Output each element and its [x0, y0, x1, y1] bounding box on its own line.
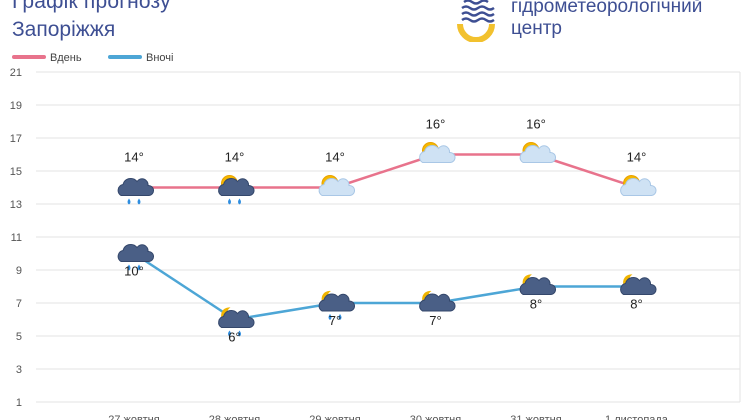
y-tick-label: 9 [16, 265, 22, 277]
x-tick-label: 28 жовтня [209, 414, 260, 420]
legend-label: Вночі [146, 52, 173, 64]
page-title: Графік прогнозу [12, 0, 171, 13]
raindrop-shape [238, 330, 241, 337]
organization-name-line1: гідрометеорологічний [511, 0, 703, 17]
x-tick-label: 27 жовтня [108, 414, 159, 420]
cloud-rain-icon [117, 178, 155, 205]
data-label: 14° [124, 150, 144, 165]
moon-cloud-rain-icon [218, 307, 255, 337]
moon-cloud-icon [620, 274, 657, 295]
cloud-shape [419, 293, 456, 312]
y-tick-label: 15 [10, 166, 22, 178]
sun-cloud-icon [318, 175, 356, 196]
y-tick-label: 11 [11, 232, 22, 244]
moon-cloud-icon [519, 274, 557, 295]
data-label: 8° [630, 297, 642, 312]
y-tick-label: 7 [16, 298, 22, 310]
cloud-shape [117, 178, 155, 196]
x-tick-label: 30 жовтня [410, 414, 461, 420]
cloud-shape [620, 277, 657, 295]
y-tick-label: 13 [10, 199, 22, 211]
data-label: 16° [426, 117, 446, 132]
cloud-shape [117, 244, 155, 262]
raindrop-shape [338, 314, 342, 320]
y-tick-label: 3 [16, 364, 22, 376]
sun-cloud-rain-icon [218, 175, 255, 205]
y-tick-label: 21 [10, 67, 22, 79]
data-label: 8° [530, 297, 542, 312]
raindrop-shape [127, 198, 131, 205]
data-label: 7° [329, 313, 341, 328]
data-label: 14° [627, 150, 647, 165]
data-label: 14° [325, 150, 345, 165]
hydromet-logo-icon [457, 0, 495, 42]
sun-cloud-icon [419, 142, 456, 163]
cloud-shape [620, 178, 657, 196]
cloud-shape [519, 145, 557, 163]
raindrop-shape [238, 198, 241, 205]
legend-item: Вночі [108, 52, 173, 64]
x-tick-label: 29 жовтня [309, 414, 360, 420]
y-tick-label: 19 [10, 100, 22, 112]
cloud-shape [218, 178, 255, 196]
data-label: 10° [124, 264, 144, 279]
sun-cloud-icon [519, 142, 557, 163]
raindrop-shape [127, 264, 131, 271]
organization-name: гідрометеорологічний центр [511, 0, 702, 40]
city-name: Запоріжжя [12, 18, 116, 41]
sun-cloud-icon [620, 175, 657, 196]
y-tick-label: 17 [10, 133, 22, 145]
data-label: 6° [228, 330, 240, 345]
cloud-rain-icon [117, 244, 155, 271]
moon-cloud-rain-icon [318, 290, 356, 320]
raindrop-shape [137, 264, 141, 271]
cloud-shape [318, 293, 356, 312]
data-label: 14° [225, 150, 245, 165]
y-tick-label: 5 [16, 331, 22, 343]
organization-name-line2: центр [511, 18, 562, 39]
night-series-line [133, 252, 637, 321]
y-tick-label: 1 [16, 397, 22, 409]
cloud-shape [419, 145, 456, 163]
cloud-shape [519, 277, 557, 295]
raindrop-shape [228, 198, 231, 205]
raindrop-shape [328, 314, 332, 320]
cloud-shape [218, 310, 255, 328]
data-label: 7° [429, 313, 441, 328]
data-label: 16° [526, 117, 546, 132]
raindrop-shape [228, 330, 231, 337]
x-tick-label: 31 жовтня [510, 414, 561, 420]
moon-cloud-icon [419, 290, 456, 312]
cloud-shape [318, 178, 356, 196]
raindrop-shape [137, 198, 141, 205]
legend-label: Вдень [50, 52, 82, 64]
legend-item: Вдень [12, 52, 82, 64]
x-tick-label: 1 листопада [605, 414, 669, 420]
